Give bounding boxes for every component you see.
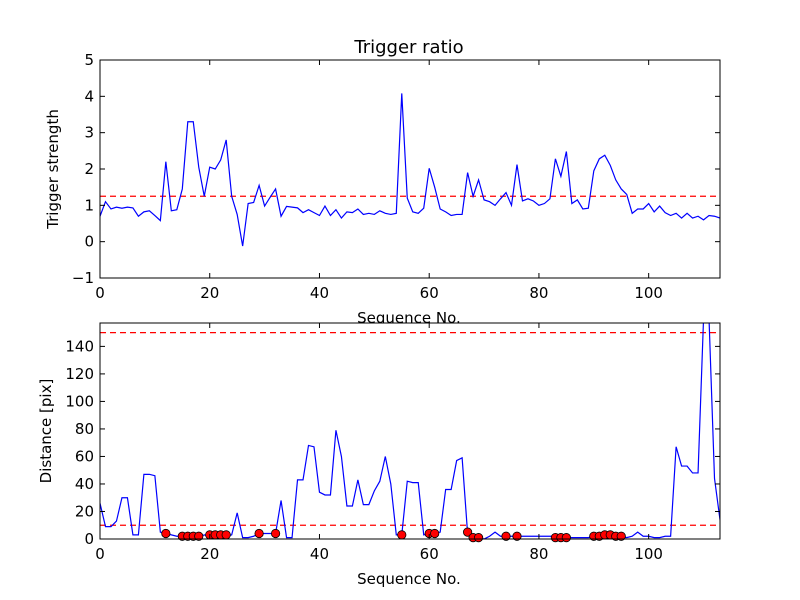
y-tick-label: 20	[75, 502, 94, 520]
x-tick-label: 60	[420, 545, 439, 563]
y-tick-label: 3	[84, 124, 94, 142]
x-axis-label: Sequence No.	[357, 570, 461, 588]
y-tick-label: −1	[72, 269, 94, 287]
y-tick-label: 2	[84, 160, 94, 178]
threshold-layer	[100, 332, 720, 526]
x-tick-label: 20	[200, 545, 219, 563]
data-point-marker	[430, 528, 440, 539]
y-tick-label: 5	[84, 51, 94, 69]
data-point-marker	[397, 530, 407, 540]
data-point-marker	[221, 530, 231, 540]
y-tick-label: 60	[75, 447, 94, 465]
y-axis-label: Distance [pix]	[37, 379, 55, 484]
y-tick-label: 140	[65, 337, 94, 355]
x-tick-label: 60	[420, 284, 439, 302]
y-tick-label: 120	[65, 365, 94, 383]
marker-layer	[161, 527, 626, 543]
x-tick-label: 100	[634, 284, 663, 302]
y-tick-label: 4	[84, 87, 94, 105]
data-point-marker	[194, 531, 204, 541]
y-tick-label: 40	[75, 475, 94, 493]
x-tick-label: 80	[529, 284, 548, 302]
data-point-marker	[616, 531, 626, 541]
y-tick-label: 0	[84, 530, 94, 548]
data-point-marker	[254, 528, 264, 539]
plot-area	[100, 323, 720, 539]
tick-layer: 0 20 40 60 80 100 0 20 40 60 80 100 120 140	[65, 323, 720, 563]
plot-area	[100, 60, 720, 278]
data-point-marker	[270, 528, 281, 539]
plot-frame	[99, 59, 721, 279]
x-tick-label: 0	[95, 545, 105, 563]
x-tick-label: 40	[310, 545, 329, 563]
y-tick-label: 1	[84, 196, 94, 214]
x-tick-label: 0	[95, 284, 105, 302]
x-tick-label: 20	[200, 284, 219, 302]
plot-frame	[99, 322, 721, 540]
data-point-marker	[161, 528, 171, 539]
series-layer	[100, 93, 720, 247]
distance-panel: 0 20 40 60 80 100 0 20 40 60 80 100 120 140 Sequence …	[37, 322, 721, 588]
chart-title: Trigger ratio	[353, 37, 463, 58]
y-tick-label: 100	[65, 392, 94, 410]
data-point-marker	[463, 527, 473, 537]
data-point-marker	[473, 533, 484, 543]
x-tick-label: 100	[634, 545, 663, 563]
data-point-marker	[512, 531, 522, 541]
series-line	[100, 93, 720, 247]
data-point-marker	[501, 531, 511, 541]
data-point-marker	[561, 533, 571, 543]
y-axis-label: Trigger strength	[44, 109, 62, 230]
y-tick-label: 80	[75, 420, 94, 438]
y-tick-label: 0	[84, 233, 94, 251]
x-tick-label: 80	[529, 545, 548, 563]
x-tick-label: 40	[310, 284, 329, 302]
